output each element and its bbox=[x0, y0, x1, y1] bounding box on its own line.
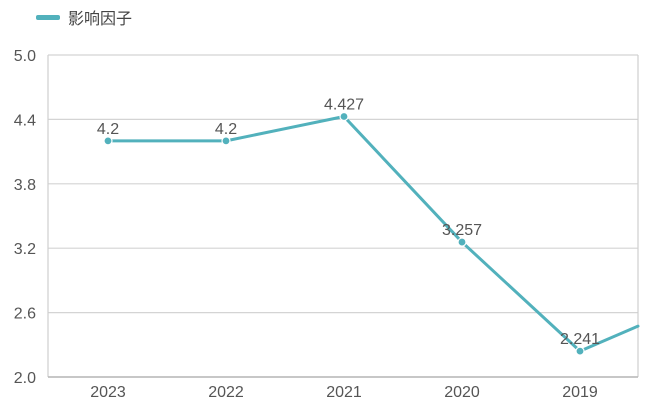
y-tick-label: 3.2 bbox=[14, 241, 36, 258]
y-tick-label: 2.6 bbox=[14, 306, 36, 323]
data-label: 4.2 bbox=[97, 121, 119, 138]
data-point bbox=[457, 237, 467, 247]
legend-swatch bbox=[36, 14, 60, 20]
legend-label: 影响因子 bbox=[68, 9, 133, 28]
data-point bbox=[575, 346, 585, 356]
x-tick-label: 2023 bbox=[90, 384, 126, 401]
y-tick-label: 4.4 bbox=[14, 112, 36, 129]
x-tick-label: 2020 bbox=[444, 384, 480, 401]
y-tick-label: 2.0 bbox=[14, 370, 36, 387]
data-label: 4.2 bbox=[215, 121, 237, 138]
data-point bbox=[221, 136, 231, 146]
data-label: 4.427 bbox=[324, 97, 364, 114]
x-tick-label: 2019 bbox=[562, 384, 598, 401]
data-point bbox=[339, 111, 349, 122]
data-label: 3.257 bbox=[442, 222, 482, 239]
data-label: 2.241 bbox=[560, 331, 600, 348]
data-point bbox=[103, 136, 113, 146]
legend-item[interactable]: 影响因子 bbox=[36, 6, 132, 28]
y-tick-label: 5.0 bbox=[14, 48, 36, 65]
x-tick-label: 2021 bbox=[326, 384, 362, 401]
y-tick-label: 3.8 bbox=[14, 177, 36, 194]
series-line bbox=[106, 115, 640, 353]
x-tick-label: 2022 bbox=[208, 384, 244, 401]
